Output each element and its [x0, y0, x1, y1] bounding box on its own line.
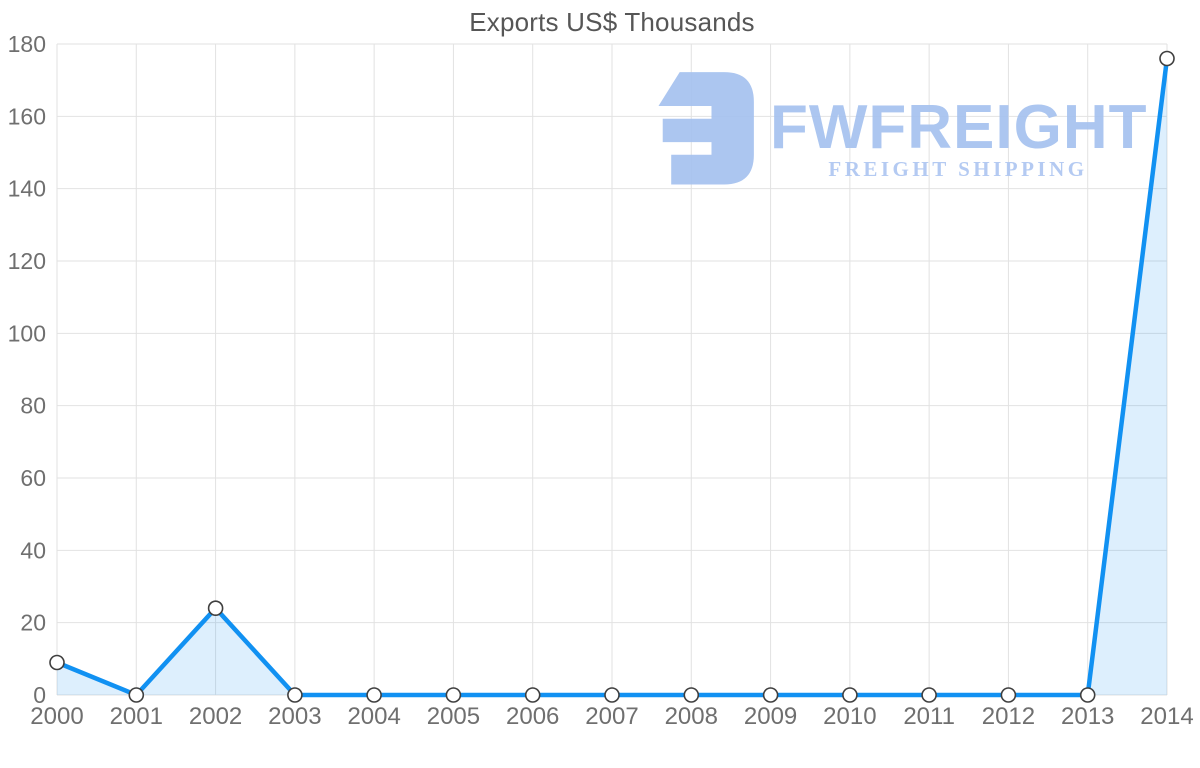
- x-tick-label: 2003: [268, 703, 321, 730]
- y-tick-label: 120: [8, 248, 46, 274]
- x-tick-label: 2010: [823, 703, 876, 730]
- y-tick-label: 140: [8, 176, 46, 202]
- y-tick-label: 20: [20, 610, 46, 636]
- y-tick-label: 100: [8, 320, 46, 346]
- data-point-2010[interactable]: [842, 687, 858, 703]
- x-tick-label: 2000: [30, 703, 83, 730]
- x-tick-label: 2009: [744, 703, 797, 730]
- x-tick-label: 2002: [189, 703, 242, 730]
- data-point-2002[interactable]: [207, 600, 224, 617]
- chart-title: Exports US$ Thousands: [469, 7, 755, 37]
- x-axis-labels: 2000 2001 2002 2003 2004 2005 2006 2007 2008 2009…: [30, 703, 1193, 730]
- x-tick-label: 2001: [110, 703, 163, 730]
- grid: [56, 43, 1168, 696]
- data-point-2005[interactable]: [445, 687, 462, 703]
- fwfreight-logo-icon: [658, 72, 754, 185]
- x-tick-label: 2004: [347, 703, 400, 730]
- data-point-2011[interactable]: [921, 687, 937, 703]
- watermark-brand-text: FWFREIGHT: [770, 93, 1148, 162]
- x-tick-label: 2014: [1140, 703, 1193, 730]
- x-tick-label: 2013: [1061, 703, 1114, 730]
- data-point-2012[interactable]: [1000, 687, 1017, 703]
- data-point-2001[interactable]: [128, 687, 145, 703]
- data-point-2014[interactable]: [1159, 50, 1175, 67]
- x-tick-label: 2006: [506, 703, 559, 730]
- y-tick-label: 60: [20, 465, 46, 491]
- data-point-2000[interactable]: [49, 654, 65, 671]
- data-points: [49, 50, 1175, 703]
- x-tick-label: 2008: [665, 703, 718, 730]
- x-tick-label: 2012: [982, 703, 1035, 730]
- data-point-2004[interactable]: [366, 687, 382, 703]
- y-tick-label: 180: [8, 31, 46, 57]
- data-point-2009[interactable]: [762, 687, 779, 703]
- watermark-logo: FWFREIGHT FREIGHT SHIPPING: [658, 72, 1148, 185]
- data-point-2006[interactable]: [524, 687, 541, 703]
- y-tick-label: 0: [33, 682, 46, 708]
- data-point-2007[interactable]: [604, 687, 620, 703]
- data-point-2013[interactable]: [1079, 687, 1096, 703]
- x-tick-label: 2007: [585, 703, 638, 730]
- y-tick-label: 40: [20, 537, 46, 563]
- x-tick-label: 2005: [427, 703, 480, 730]
- y-tick-label: 160: [8, 103, 46, 129]
- data-point-2003[interactable]: [287, 687, 303, 703]
- y-axis-labels: 0 20 40 60 80 100 120 140 160 180: [8, 31, 46, 708]
- y-tick-label: 80: [20, 393, 46, 419]
- data-point-2008[interactable]: [683, 687, 700, 703]
- watermark-tagline-text: FREIGHT SHIPPING: [828, 157, 1087, 181]
- x-tick-label: 2011: [903, 703, 955, 730]
